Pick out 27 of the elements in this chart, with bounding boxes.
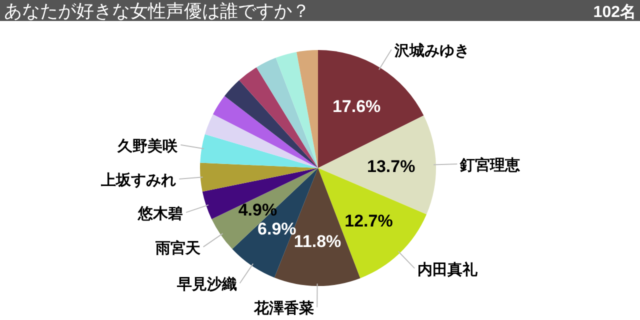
slice-label: 釘宮理恵 bbox=[459, 156, 522, 174]
pie-slice bbox=[202, 168, 318, 220]
slice-label: 沢城みゆき bbox=[393, 42, 470, 60]
pie-slice bbox=[239, 67, 318, 168]
slice-label: 花澤香菜 bbox=[253, 300, 314, 318]
pie-slice bbox=[212, 96, 318, 168]
pie-slice bbox=[318, 116, 436, 214]
pie-slice bbox=[256, 58, 318, 168]
pie-slice bbox=[200, 162, 318, 192]
pie-slice bbox=[224, 80, 318, 168]
data-label: 6.9% bbox=[258, 220, 296, 239]
slice-label: 久野美咲 bbox=[116, 136, 179, 155]
slice-label: 早見沙織 bbox=[176, 276, 237, 294]
slice-label: 悠木碧 bbox=[137, 205, 184, 222]
data-label: 17.6% bbox=[332, 96, 381, 116]
data-label: 4.9% bbox=[238, 200, 278, 220]
chart-title: あなたが好きな女性声優は誰ですか？ bbox=[4, 1, 310, 21]
pie-slice bbox=[200, 134, 318, 168]
pie-slice bbox=[204, 114, 318, 168]
pie-slice bbox=[296, 50, 318, 168]
data-label: 12.7% bbox=[344, 212, 393, 231]
pie-slice bbox=[276, 52, 318, 168]
slice-label: 上坂すみれ bbox=[100, 172, 176, 189]
text: 102名 bbox=[593, 3, 636, 21]
data-label: 13.7% bbox=[367, 156, 416, 176]
slice-label: 内田真礼 bbox=[418, 261, 479, 278]
slice-label: 雨宮天 bbox=[154, 238, 202, 257]
